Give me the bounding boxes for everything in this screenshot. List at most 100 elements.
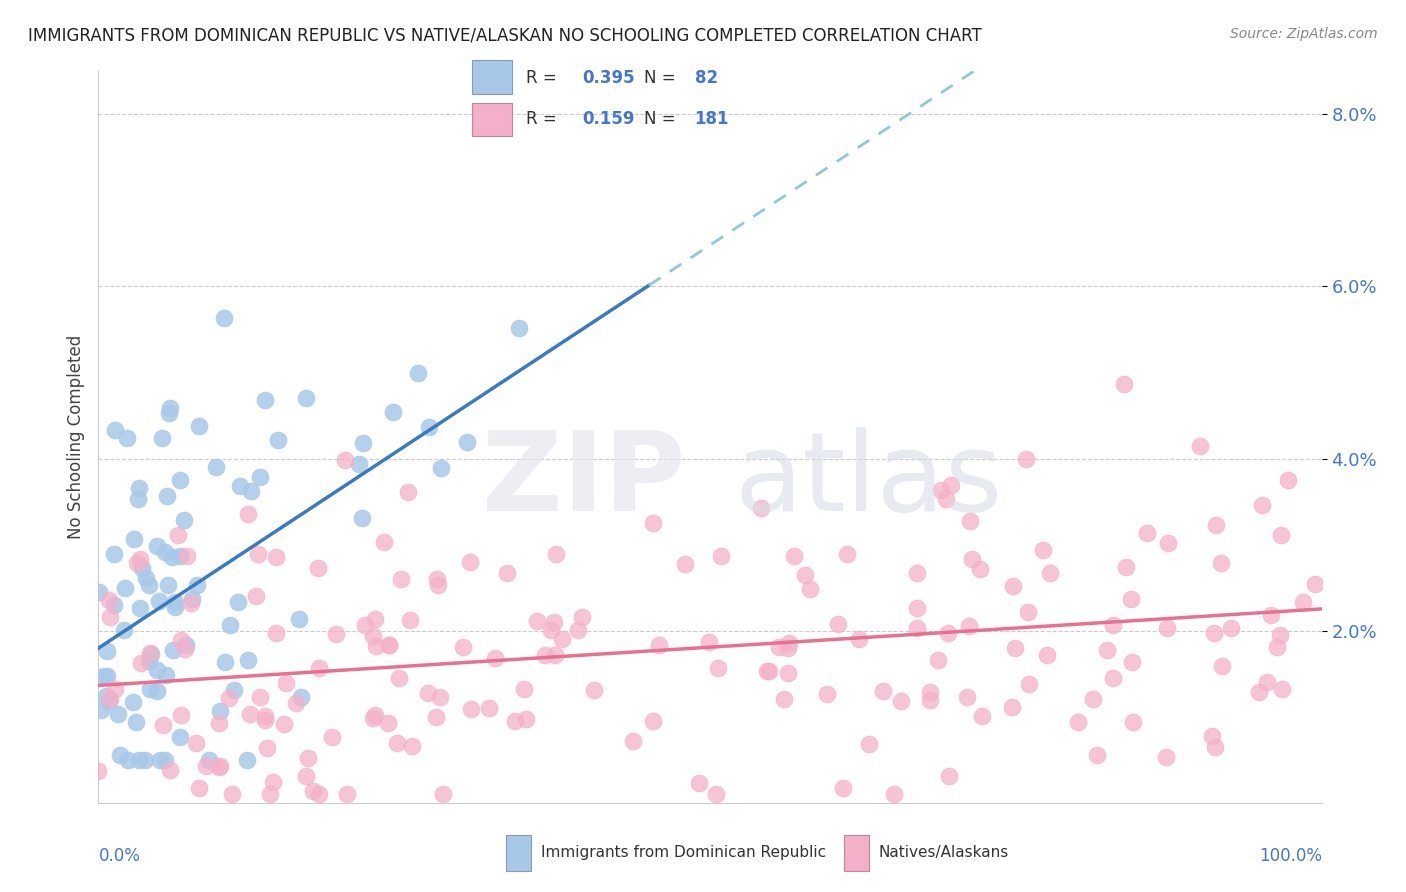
Point <box>1032 542 1054 557</box>
Point <box>150 431 173 445</box>
Point <box>114 581 136 595</box>
Point <box>621 733 644 747</box>
Point <box>266 434 288 448</box>
Point <box>526 614 548 628</box>
Point <box>276 676 298 690</box>
Point <box>160 549 183 564</box>
Point <box>389 572 412 586</box>
Text: 100.0%: 100.0% <box>1258 847 1322 864</box>
Point <box>960 552 983 566</box>
Text: 0.0%: 0.0% <box>98 847 141 864</box>
Point <box>212 311 235 326</box>
Point <box>149 753 172 767</box>
Point <box>127 492 149 507</box>
Point <box>129 600 152 615</box>
Point <box>121 695 143 709</box>
Point <box>1188 439 1211 453</box>
Point <box>208 760 231 774</box>
Point <box>1122 715 1144 730</box>
Point <box>249 690 271 705</box>
Point <box>710 549 733 563</box>
Point <box>373 535 395 549</box>
Point <box>236 508 259 522</box>
Point <box>226 595 249 609</box>
Point <box>186 578 208 592</box>
Point <box>170 632 193 647</box>
Text: R =: R = <box>526 69 562 87</box>
Point <box>307 561 329 575</box>
Point <box>772 692 794 706</box>
Bar <box>844 835 869 871</box>
Point <box>778 640 800 655</box>
Point <box>153 545 176 559</box>
Point <box>98 694 121 708</box>
Point <box>890 694 912 708</box>
Point <box>1250 499 1272 513</box>
Point <box>377 716 399 731</box>
Point <box>533 648 555 662</box>
Point <box>173 513 195 527</box>
Point <box>134 753 156 767</box>
Point <box>1268 628 1291 642</box>
Point <box>112 623 135 637</box>
Point <box>1036 648 1059 663</box>
Point <box>195 758 218 772</box>
Point <box>239 706 262 721</box>
Point <box>321 730 343 744</box>
Bar <box>472 103 512 136</box>
Point <box>957 618 980 632</box>
Point <box>333 452 356 467</box>
Point <box>284 696 307 710</box>
Point <box>544 547 567 561</box>
Point <box>128 753 150 767</box>
Text: IMMIGRANTS FROM DOMINICAN REPUBLIC VS NATIVE/ALASKAN NO SCHOOLING COMPLETED CORR: IMMIGRANTS FROM DOMINICAN REPUBLIC VS NA… <box>28 27 981 45</box>
Point <box>484 650 506 665</box>
Point <box>478 701 501 715</box>
Point <box>543 648 565 663</box>
Point <box>254 393 277 408</box>
Point <box>688 776 710 790</box>
Point <box>1292 594 1315 608</box>
Point <box>224 682 246 697</box>
Point <box>169 549 191 563</box>
Text: 0.159: 0.159 <box>582 110 634 128</box>
Point <box>364 640 387 654</box>
Point <box>1085 747 1108 762</box>
Point <box>208 759 231 773</box>
Point <box>456 435 478 450</box>
Point <box>778 636 800 650</box>
Point <box>229 479 252 493</box>
Point <box>858 737 880 751</box>
Point <box>127 556 149 570</box>
Text: 82: 82 <box>695 69 717 87</box>
Point <box>1039 566 1062 580</box>
Point <box>835 547 858 561</box>
Point <box>508 321 530 335</box>
Point <box>254 708 277 723</box>
Point <box>209 704 232 718</box>
Point <box>287 612 309 626</box>
Point <box>205 460 228 475</box>
Text: 181: 181 <box>695 110 730 128</box>
Point <box>167 527 190 541</box>
Point <box>673 557 696 571</box>
Point <box>1303 577 1326 591</box>
Point <box>641 516 664 530</box>
Point <box>259 787 281 801</box>
Point <box>128 552 150 566</box>
Point <box>1102 617 1125 632</box>
Point <box>551 632 574 647</box>
Point <box>98 593 121 607</box>
Point <box>214 655 236 669</box>
Point <box>163 600 186 615</box>
Point <box>218 617 240 632</box>
Point <box>936 626 959 640</box>
Point <box>159 763 181 777</box>
Point <box>872 683 894 698</box>
Point <box>290 690 312 705</box>
Text: N =: N = <box>644 69 681 87</box>
Point <box>758 665 780 679</box>
Text: Natives/Alaskans: Natives/Alaskans <box>879 846 1010 860</box>
Point <box>198 753 221 767</box>
Point <box>918 693 941 707</box>
